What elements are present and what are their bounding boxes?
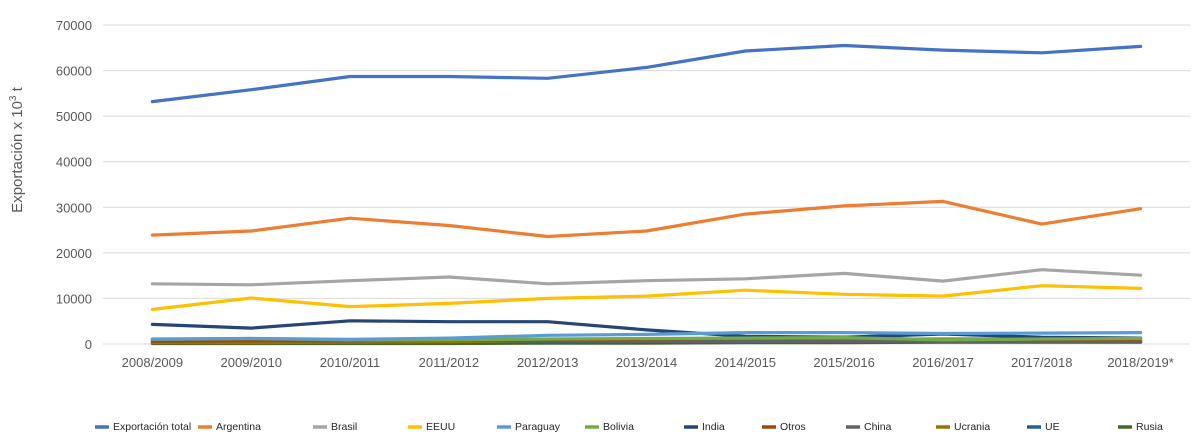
legend-label: China xyxy=(864,421,892,433)
series-line-brasil xyxy=(150,268,1143,287)
y-tick-label: 0 xyxy=(85,337,92,352)
legend-item: China xyxy=(846,421,892,433)
series-line-exportaci-n-total xyxy=(150,43,1143,104)
x-tick-label: 2008/2009 xyxy=(122,355,183,370)
y-axis-label-unit: t xyxy=(9,86,26,95)
legend-label: Argentina xyxy=(216,421,261,433)
legend-item: Otros xyxy=(762,421,806,433)
y-tick-label: 50000 xyxy=(56,109,92,124)
legend: Exportación total Argentina Brasil EEUU Para… xyxy=(95,421,1163,433)
x-tick-label: 2012/2013 xyxy=(517,355,578,370)
series-line-india xyxy=(150,319,1143,340)
x-tick-label: 2014/2015 xyxy=(715,355,776,370)
legend-item: Brasil xyxy=(313,421,357,433)
legend-label: Otros xyxy=(780,421,806,433)
y-tick-label: 10000 xyxy=(56,291,92,306)
legend-item: Rusia xyxy=(1118,421,1163,433)
x-tick-label: 2013/2014 xyxy=(616,355,677,370)
y-axis-label-sup: 3 xyxy=(8,95,19,101)
legend-label: EEUU xyxy=(426,421,455,433)
legend-label: Bolivia xyxy=(603,421,634,433)
legend-label: Rusia xyxy=(1136,421,1163,433)
x-tick-label: 2018/2019* xyxy=(1107,355,1174,370)
y-tick-label: 30000 xyxy=(56,200,92,215)
series-line-paraguay xyxy=(150,331,1143,341)
series-line-eeuu xyxy=(150,284,1143,311)
series-line-argentina xyxy=(150,199,1143,239)
legend-item: EEUU xyxy=(408,421,455,433)
y-axis-ticks: 0 10000 20000 30000 40000 50000 60000 70000 xyxy=(56,18,92,352)
x-tick-label: 2010/2011 xyxy=(320,355,381,370)
gridlines xyxy=(103,24,1190,299)
x-tick-label: 2017/2018 xyxy=(1011,355,1072,370)
y-tick-label: 40000 xyxy=(56,155,92,170)
x-tick-label: 2016/2017 xyxy=(912,355,973,370)
y-tick-label: 70000 xyxy=(56,18,92,33)
legend-item: India xyxy=(684,421,725,433)
x-tick-label: 2011/2012 xyxy=(419,355,480,370)
legend-label: UE xyxy=(1045,421,1060,433)
legend-item: Ucrania xyxy=(936,421,990,433)
legend-label: Exportación total xyxy=(113,421,191,433)
y-axis-label-text: Exportación x 10 xyxy=(9,101,26,213)
legend-item: Argentina xyxy=(198,421,261,433)
x-axis-ticks: 2008/2009 2009/2010 2010/2011 2011/2012 2012… xyxy=(122,355,1174,370)
y-tick-label: 60000 xyxy=(56,64,92,79)
legend-item: Exportación total xyxy=(95,421,191,433)
y-tick-label: 20000 xyxy=(56,246,92,261)
legend-label: Ucrania xyxy=(954,421,990,433)
x-tick-label: 2015/2016 xyxy=(813,355,874,370)
x-tick-label: 2009/2010 xyxy=(221,355,282,370)
series-lines xyxy=(150,43,1143,346)
y-axis-label: Exportación x 103 t xyxy=(8,86,26,212)
legend-label: Paraguay xyxy=(515,421,561,433)
legend-label: India xyxy=(702,421,725,433)
legend-item: UE xyxy=(1027,421,1060,433)
legend-item: Bolivia xyxy=(585,421,634,433)
legend-item: Paraguay xyxy=(497,421,561,433)
legend-label: Brasil xyxy=(331,421,357,433)
